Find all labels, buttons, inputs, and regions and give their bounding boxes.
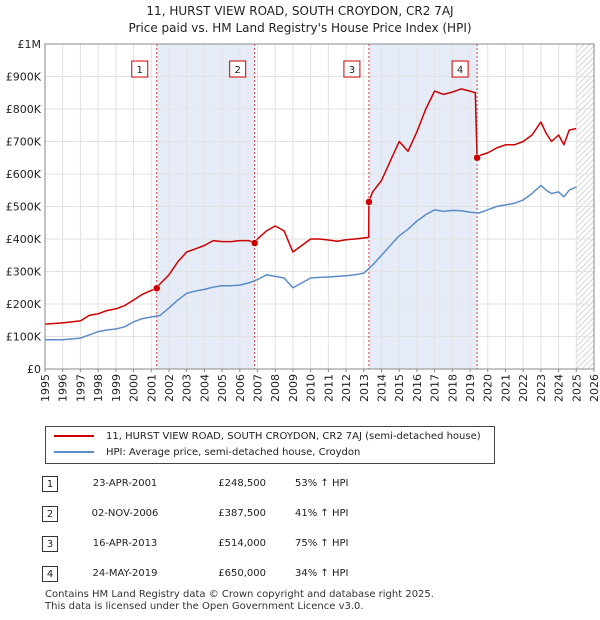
transaction-number: 4 [42,566,58,582]
transaction-price: £650,000 [218,568,266,579]
sale-label-box [451,60,469,78]
x-tick-label: 2015 [393,374,406,402]
footer-credits: Contains HM Land Registry data © Crown c… [45,589,434,613]
transaction-hpi: 53% ↑ HPI [295,478,349,489]
x-tick-label: 2014 [375,374,388,402]
sale-point [365,198,373,206]
x-tick-label: 2002 [163,374,176,402]
x-tick-label: 2006 [234,374,247,402]
x-tick-label: 2021 [499,374,512,402]
x-tick-label: 1997 [74,374,87,402]
x-tick-label: 2020 [482,374,495,402]
transaction-hpi: 41% ↑ HPI [295,508,349,519]
x-tick-label: 2009 [287,374,300,402]
transaction-number: 1 [42,476,58,492]
chart-title-line2: Price paid vs. HM Land Registry's House … [128,21,472,35]
sale-label: 4 [457,65,463,76]
y-tick-label: £0 [27,363,41,376]
x-tick-label: 2012 [340,374,353,402]
x-tick-label: 2017 [429,374,442,402]
x-tick-label: 2019 [464,374,477,402]
footer-line1: Contains HM Land Registry data © Crown c… [45,589,434,600]
x-tick-label: 2016 [411,374,424,402]
x-tick-label: 2018 [446,374,459,402]
legend-item-hpi: HPI: Average price, semi-detached house,… [54,445,360,461]
y-tick-label: £200K [6,298,42,311]
chart-legend: 11, HURST VIEW ROAD, SOUTH CROYDON, CR2 … [45,426,495,464]
x-tick-label: 2000 [128,374,141,402]
footer-line2: This data is licensed under the Open Gov… [45,601,364,612]
y-tick-label: £400K [6,233,42,246]
sale-label: 1 [137,65,143,76]
x-tick-label: 2024 [553,374,566,402]
x-tick-label: 2026 [588,374,600,402]
transaction-date: 02-NOV-2006 [91,508,159,519]
plot-frame [44,43,595,370]
transaction-price: £514,000 [218,538,266,549]
legend-swatch-hpi [54,451,94,453]
x-tick-label: 2023 [535,374,548,402]
x-tick-label: 1996 [57,374,70,402]
table-row: 1 23-APR-2001 £248,500 53% ↑ HPI [0,476,600,496]
legend-swatch-property [54,435,94,437]
y-tick-label: £600K [6,168,42,181]
x-tick-label: 2008 [269,374,282,402]
transaction-date: 24-MAY-2019 [92,568,158,579]
transaction-number: 2 [42,506,58,522]
y-tick-label: £900K [6,71,42,84]
legend-item-property: 11, HURST VIEW ROAD, SOUTH CROYDON, CR2 … [54,429,481,445]
y-tick-label: £700K [6,136,42,149]
sale-point [250,239,259,247]
x-tick-label: 1999 [110,374,123,402]
x-tick-label: 1995 [39,374,52,402]
table-row: 4 24-MAY-2019 £650,000 34% ↑ HPI [0,566,600,586]
transaction-hpi: 34% ↑ HPI [295,568,349,579]
sale-label-box [229,60,247,78]
x-tick-label: 1998 [92,374,105,402]
x-tick-label: 2004 [198,374,211,402]
table-row: 2 02-NOV-2006 £387,500 41% ↑ HPI [0,506,600,526]
x-tick-label: 2007 [252,374,265,402]
y-tick-label: £1M [18,38,42,51]
hpi-line [45,184,577,341]
legend-label-property: 11, HURST VIEW ROAD, SOUTH CROYDON, CR2 … [106,431,481,442]
transaction-date: 23-APR-2001 [92,478,158,489]
sale-point [152,284,161,292]
sale-point [473,154,481,162]
chart-title: 11, HURST VIEW ROAD, SOUTH CROYDON, CR2 … [0,3,600,37]
y-tick-label: £500K [6,201,42,214]
legend-label-hpi: HPI: Average price, semi-detached house,… [106,447,361,458]
x-tick-label: 2011 [322,374,335,402]
table-row: 3 16-APR-2013 £514,000 75% ↑ HPI [0,536,600,556]
transaction-price: £248,500 [218,478,266,489]
x-tick-label: 2003 [181,374,194,402]
x-tick-label: 2025 [570,374,583,402]
transaction-date: 16-APR-2013 [92,538,158,549]
sale-label: 3 [349,65,355,76]
transaction-price: £387,500 [218,508,266,519]
price-chart: 1 2 3 4 £0 £100K £200K £300K £400K £500K £600K £70… [6,38,600,402]
x-tick-label: 2013 [358,374,371,402]
x-tick-label: 2005 [216,374,229,402]
transaction-number: 3 [42,536,58,552]
sale-label-box [343,60,361,78]
chart-title-line1: 11, HURST VIEW ROAD, SOUTH CROYDON, CR2 … [146,4,454,18]
y-tick-label: £300K [6,266,42,279]
transaction-hpi: 75% ↑ HPI [295,538,349,549]
y-tick-label: £800K [6,103,42,116]
sale-label-box [131,60,149,78]
x-tick-label: 2001 [145,374,158,402]
x-tick-label: 2022 [517,374,530,402]
y-tick-label: £100K [6,331,42,344]
x-tick-label: 2010 [305,374,318,402]
sale-label: 2 [234,65,240,76]
